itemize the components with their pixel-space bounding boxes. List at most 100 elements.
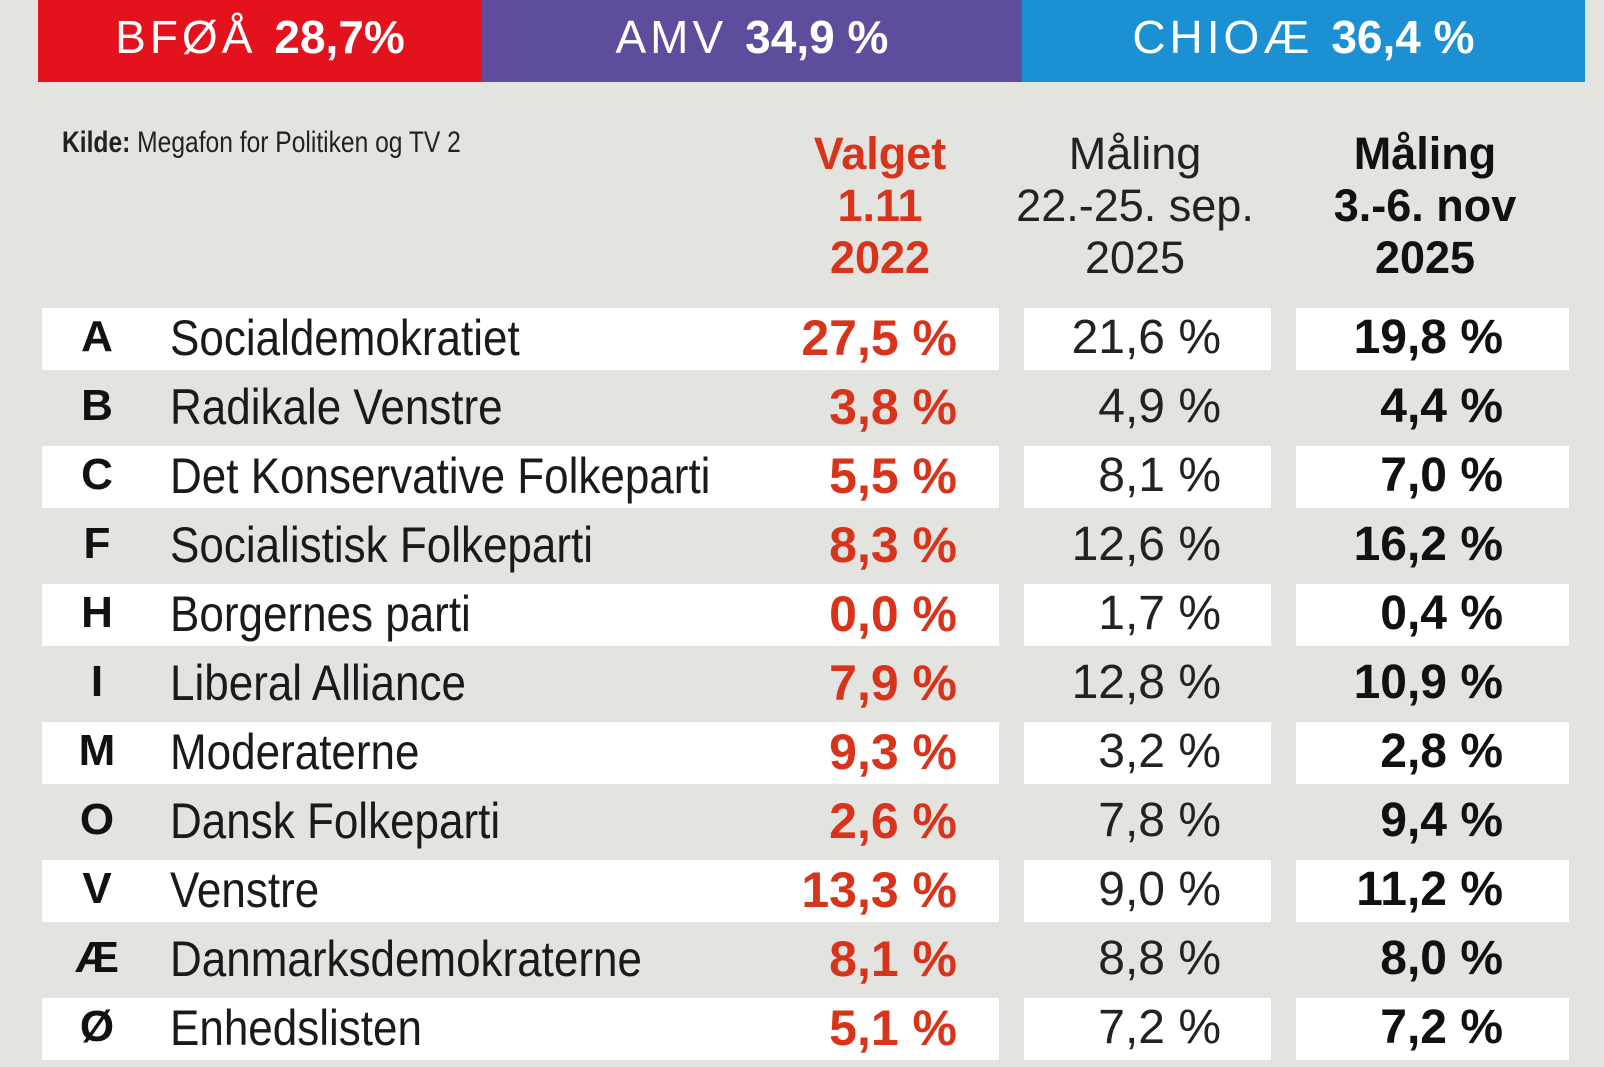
party-cell: B Radikale Venstre 3,8 % [42, 377, 999, 439]
party-table: A Socialdemokratiet 27,5 % 21,6 % 19,8 % B Rad… [0, 308, 1604, 1067]
value-election-2022: 5,1 % [829, 1000, 957, 1056]
value-poll-nov-2025: 7,2 % [1380, 1001, 1503, 1054]
party-letter: B [81, 381, 113, 430]
poll-sep-cell: 3,2 % [1024, 722, 1271, 784]
value-poll-nov-2025: 11,2 % [1356, 863, 1503, 916]
poll-nov-cell: 9,4 % [1296, 791, 1569, 853]
value-poll-sep-2025: 7,2 % [1098, 1001, 1221, 1054]
table-row: O Dansk Folkeparti 2,6 % 7,8 % 9,4 % [0, 791, 1604, 860]
poll-nov-cell: 0,4 % [1296, 584, 1569, 646]
party-cell: V Venstre 13,3 % [42, 860, 999, 922]
party-letter: O [79, 795, 115, 844]
source-label: Kilde: [62, 126, 131, 159]
bloc-segment-red: BFØÅ 28,7% [38, 0, 482, 82]
table-row: I Liberal Alliance 7,9 % 12,8 % 10,9 % [0, 653, 1604, 722]
value-poll-sep-2025: 8,8 % [1098, 932, 1221, 985]
bloc-label: CHIOÆ [1132, 11, 1314, 63]
table-row: H Borgernes parti 0,0 % 1,7 % 0,4 % [0, 584, 1604, 653]
poll-nov-cell: 10,9 % [1296, 653, 1569, 715]
party-name: Det Konservative Folkeparti [170, 448, 711, 504]
value-poll-nov-2025: 16,2 % [1353, 518, 1503, 571]
value-election-2022: 13,3 % [801, 862, 957, 918]
table-row: F Socialistisk Folkeparti 8,3 % 12,6 % 16,2 … [0, 515, 1604, 584]
table-row: B Radikale Venstre 3,8 % 4,9 % 4,4 % [0, 377, 1604, 446]
value-election-2022: 9,3 % [829, 724, 957, 780]
table-row: V Venstre 13,3 % 9,0 % 11,2 % [0, 860, 1604, 929]
party-cell: A Socialdemokratiet 27,5 % [42, 308, 999, 370]
poll-nov-cell: 19,8 % [1296, 308, 1569, 370]
poll-nov-cell: 2,8 % [1296, 722, 1569, 784]
table-row: C Det Konservative Folkeparti 5,5 % 8,1 % 7,… [0, 446, 1604, 515]
poll-sep-cell: 7,8 % [1024, 791, 1271, 853]
party-letter: Æ [75, 933, 119, 982]
party-name: Enhedslisten [170, 1000, 422, 1056]
value-poll-sep-2025: 9,0 % [1098, 863, 1221, 916]
source-text: Megafon for Politiken og TV 2 [137, 126, 461, 159]
bloc-bar: BFØÅ 28,7% AMV 34,9 % CHIOÆ 36,4 % [38, 0, 1585, 82]
poll-sep-cell: 1,7 % [1024, 584, 1271, 646]
poll-nov-cell: 16,2 % [1296, 515, 1569, 577]
party-name: Venstre [170, 862, 320, 918]
value-poll-nov-2025: 8,0 % [1380, 932, 1503, 985]
column-header-line: Måling [1353, 128, 1497, 179]
party-cell: C Det Konservative Folkeparti 5,5 % [42, 446, 999, 508]
value-election-2022: 27,5 % [801, 310, 957, 366]
party-name: Socialistisk Folkeparti [170, 517, 594, 573]
bloc-label: AMV [615, 11, 728, 63]
value-poll-sep-2025: 1,7 % [1098, 587, 1221, 640]
value-election-2022: 7,9 % [829, 655, 957, 711]
poll-sep-cell: 4,9 % [1024, 377, 1271, 439]
party-name: Socialdemokratiet [170, 310, 520, 366]
column-header-line: 2025 [1084, 232, 1186, 283]
poll-sep-cell: 7,2 % [1024, 998, 1271, 1060]
column-header-poll-sep-2025: Måling 22.-25. sep. 2025 [1000, 128, 1270, 284]
party-letter: V [82, 864, 112, 913]
value-poll-nov-2025: 0,4 % [1380, 587, 1503, 640]
bloc-label: BFØÅ [115, 11, 257, 63]
party-letter: I [90, 657, 104, 706]
value-poll-nov-2025: 10,9 % [1353, 656, 1503, 709]
value-poll-sep-2025: 8,1 % [1098, 449, 1221, 502]
value-poll-nov-2025: 19,8 % [1353, 311, 1503, 364]
value-election-2022: 3,8 % [829, 379, 957, 435]
party-letter: F [83, 519, 111, 568]
party-cell: O Dansk Folkeparti 2,6 % [42, 791, 999, 853]
poll-sep-cell: 12,8 % [1024, 653, 1271, 715]
party-cell: Ø Enhedslisten 5,1 % [42, 998, 999, 1060]
party-cell: I Liberal Alliance 7,9 % [42, 653, 999, 715]
value-poll-sep-2025: 4,9 % [1098, 380, 1221, 433]
poll-sep-cell: 12,6 % [1024, 515, 1271, 577]
poll-sep-cell: 21,6 % [1024, 308, 1271, 370]
source-note: Kilde: Megafon for Politiken og TV 2 [62, 126, 461, 160]
party-letter: A [81, 312, 113, 361]
party-letter: H [81, 588, 113, 637]
bloc-segment-blue-purple: AMV 34,9 % [481, 0, 1022, 82]
column-header-line: 1.11 [837, 180, 923, 231]
party-cell: H Borgernes parti 0,0 % [42, 584, 999, 646]
poll-nov-cell: 7,0 % [1296, 446, 1569, 508]
party-letter: M [78, 726, 116, 775]
value-poll-sep-2025: 12,8 % [1071, 656, 1221, 709]
value-election-2022: 8,1 % [829, 931, 957, 987]
column-header-line: 2025 [1374, 232, 1476, 283]
value-election-2022: 8,3 % [829, 517, 957, 573]
party-letter: Ø [79, 1002, 115, 1051]
column-header-line: Måling [1068, 128, 1202, 179]
column-header-line: 2022 [829, 232, 931, 283]
party-name: Borgernes parti [170, 586, 471, 642]
table-row: Ø Enhedslisten 5,1 % 7,2 % 7,2 % [0, 998, 1604, 1067]
value-election-2022: 5,5 % [829, 448, 957, 504]
value-poll-sep-2025: 21,6 % [1071, 311, 1221, 364]
table-row: Æ Danmarksdemokraterne 8,1 % 8,8 % 8,0 % [0, 929, 1604, 998]
bloc-segment-blue: CHIOÆ 36,4 % [1021, 0, 1585, 82]
value-poll-nov-2025: 2,8 % [1380, 725, 1503, 778]
column-header-election-2022: Valget 1.11 2022 [780, 128, 980, 284]
party-cell: F Socialistisk Folkeparti 8,3 % [42, 515, 999, 577]
value-election-2022: 2,6 % [829, 793, 957, 849]
value-poll-nov-2025: 7,0 % [1380, 449, 1503, 502]
poll-sep-cell: 8,1 % [1024, 446, 1271, 508]
value-poll-sep-2025: 12,6 % [1071, 518, 1221, 571]
poll-sep-cell: 8,8 % [1024, 929, 1271, 991]
poll-nov-cell: 4,4 % [1296, 377, 1569, 439]
value-poll-nov-2025: 4,4 % [1380, 380, 1503, 433]
